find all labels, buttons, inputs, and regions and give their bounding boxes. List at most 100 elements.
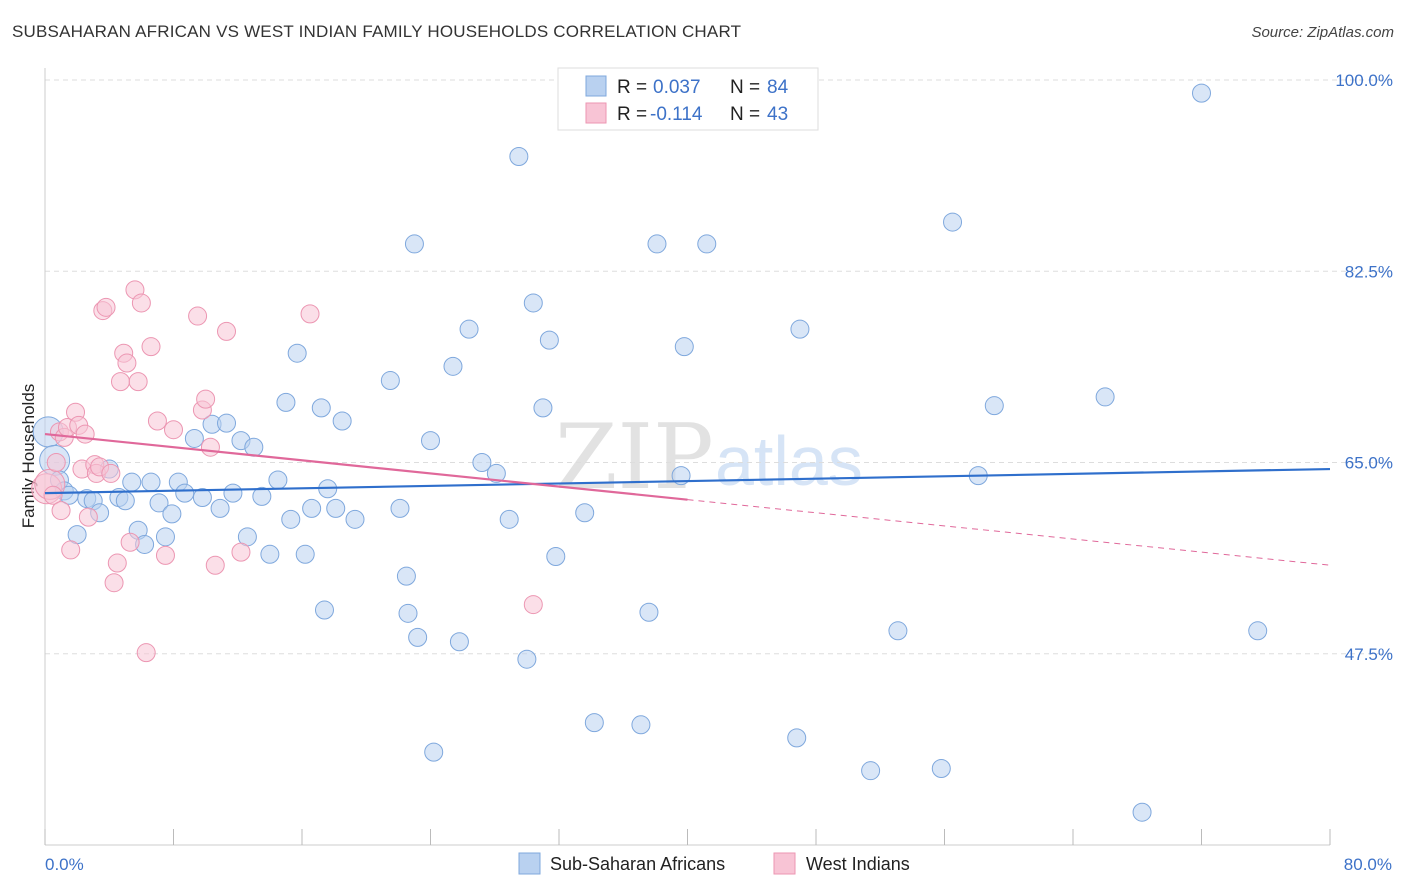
point-sub-saharan-africans bbox=[115, 491, 135, 511]
point-sub-saharan-africans bbox=[396, 566, 416, 586]
legend-r-label-1: R = bbox=[617, 77, 647, 98]
point-sub-saharan-africans bbox=[861, 761, 881, 781]
point-sub-saharan-africans bbox=[943, 212, 963, 232]
point-sub-saharan-africans bbox=[787, 728, 807, 748]
point-west-indians bbox=[147, 411, 167, 431]
point-sub-saharan-africans bbox=[631, 715, 651, 735]
legend-n-label-1: N = bbox=[730, 77, 760, 98]
point-west-indians bbox=[128, 372, 148, 392]
point-west-indians bbox=[78, 507, 98, 527]
point-sub-saharan-africans bbox=[404, 234, 424, 254]
point-sub-saharan-africans bbox=[210, 498, 230, 518]
y-tick-label: 100.0% bbox=[1335, 71, 1393, 90]
bottom-legend-swatch-blue bbox=[518, 852, 541, 875]
point-sub-saharan-africans bbox=[539, 330, 559, 350]
point-west-indians bbox=[136, 643, 156, 663]
point-sub-saharan-africans bbox=[509, 147, 529, 166]
point-sub-saharan-africans bbox=[175, 483, 195, 503]
point-sub-saharan-africans bbox=[287, 343, 307, 363]
point-sub-saharan-africans bbox=[499, 509, 519, 529]
x-tick-label-min: 0.0% bbox=[45, 855, 84, 874]
point-sub-saharan-africans bbox=[584, 713, 604, 733]
point-west-indians bbox=[217, 321, 237, 341]
point-sub-saharan-africans bbox=[223, 483, 243, 503]
legend-n-value-2: 43 bbox=[767, 104, 788, 125]
point-sub-saharan-africans bbox=[122, 472, 142, 492]
point-sub-saharan-africans bbox=[244, 437, 264, 457]
point-west-indians bbox=[131, 293, 151, 313]
point-sub-saharan-africans bbox=[523, 293, 543, 313]
point-west-indians bbox=[164, 420, 183, 440]
point-sub-saharan-africans bbox=[486, 463, 506, 483]
point-sub-saharan-africans bbox=[1248, 621, 1268, 641]
legend-r-value-1: 0.037 bbox=[653, 77, 701, 98]
point-sub-saharan-africans bbox=[155, 527, 175, 547]
point-sub-saharan-africans bbox=[380, 371, 400, 391]
point-sub-saharan-africans bbox=[639, 602, 659, 622]
bottom-legend-swatch-pink bbox=[773, 852, 796, 875]
point-sub-saharan-africans bbox=[533, 398, 553, 418]
trend-line-sub-saharan-africans bbox=[44, 467, 1331, 495]
legend-r-label-2: R = bbox=[617, 104, 647, 125]
legend-r-value-2: -0.114 bbox=[650, 104, 703, 125]
point-sub-saharan-africans bbox=[517, 649, 537, 669]
point-sub-saharan-africans bbox=[326, 498, 346, 518]
y-axis-label: Family Households bbox=[19, 384, 38, 529]
point-west-indians bbox=[231, 542, 251, 562]
point-sub-saharan-africans bbox=[1095, 387, 1115, 407]
point-sub-saharan-africans bbox=[674, 337, 694, 357]
point-sub-saharan-africans bbox=[790, 319, 810, 339]
point-sub-saharan-africans bbox=[149, 493, 169, 513]
chart-title: SUBSAHARAN AFRICAN VS WEST INDIAN FAMILY… bbox=[12, 22, 742, 41]
point-sub-saharan-africans bbox=[390, 498, 410, 518]
point-sub-saharan-africans bbox=[302, 498, 322, 518]
x-ticks bbox=[44, 829, 1331, 845]
point-sub-saharan-africans bbox=[295, 544, 315, 564]
legend-n-value-1: 84 bbox=[767, 77, 789, 98]
point-sub-saharan-africans bbox=[546, 546, 566, 566]
point-west-indians bbox=[43, 485, 63, 505]
point-sub-saharan-africans bbox=[398, 603, 418, 623]
point-west-indians bbox=[523, 595, 543, 615]
legend-n-label-2: N = bbox=[730, 104, 760, 125]
y-tick-labels: 47.5% 65.0% 82.5% 100.0% bbox=[1335, 71, 1393, 664]
y-tick-label: 47.5% bbox=[1345, 645, 1393, 664]
point-sub-saharan-africans bbox=[575, 503, 595, 523]
x-tick-label-max: 80.0% bbox=[1344, 855, 1392, 874]
point-sub-saharan-africans bbox=[260, 544, 280, 564]
point-sub-saharan-africans bbox=[443, 356, 463, 376]
point-sub-saharan-africans bbox=[268, 470, 288, 490]
legend: R = 0.037 N = 84 R = -0.114 N = 43 bbox=[557, 67, 819, 131]
point-sub-saharan-africans bbox=[1192, 83, 1211, 103]
point-west-indians bbox=[117, 353, 137, 373]
point-sub-saharan-africans bbox=[424, 742, 444, 762]
point-west-indians bbox=[188, 306, 208, 326]
point-west-indians bbox=[61, 540, 81, 560]
point-sub-saharan-africans bbox=[332, 411, 352, 431]
point-sub-saharan-africans bbox=[281, 509, 301, 529]
point-west-indians bbox=[75, 424, 95, 444]
trend-line-west-indians-extension bbox=[687, 499, 1331, 566]
point-sub-saharan-africans bbox=[345, 509, 365, 529]
point-west-indians bbox=[46, 453, 66, 472]
point-west-indians bbox=[107, 553, 127, 573]
point-sub-saharan-africans bbox=[408, 627, 428, 647]
point-west-indians bbox=[155, 545, 175, 565]
trend-lines bbox=[44, 432, 1331, 566]
point-sub-saharan-africans bbox=[931, 759, 951, 778]
point-sub-saharan-africans bbox=[192, 487, 212, 507]
gridlines bbox=[45, 79, 1395, 655]
point-sub-saharan-africans bbox=[459, 319, 479, 339]
trend-line-west-indians bbox=[44, 432, 688, 501]
point-sub-saharan-africans bbox=[888, 621, 908, 641]
bottom-legend-label-pink: West Indians bbox=[806, 854, 910, 874]
point-sub-saharan-africans bbox=[697, 234, 717, 254]
point-west-indians bbox=[104, 573, 124, 593]
point-sub-saharan-africans bbox=[162, 504, 182, 524]
point-west-indians bbox=[141, 337, 161, 357]
point-sub-saharan-africans bbox=[647, 234, 667, 254]
source-credit: Source: ZipAtlas.com bbox=[1251, 24, 1394, 41]
y-tick-label: 65.0% bbox=[1345, 454, 1393, 473]
point-sub-saharan-africans bbox=[252, 486, 272, 506]
